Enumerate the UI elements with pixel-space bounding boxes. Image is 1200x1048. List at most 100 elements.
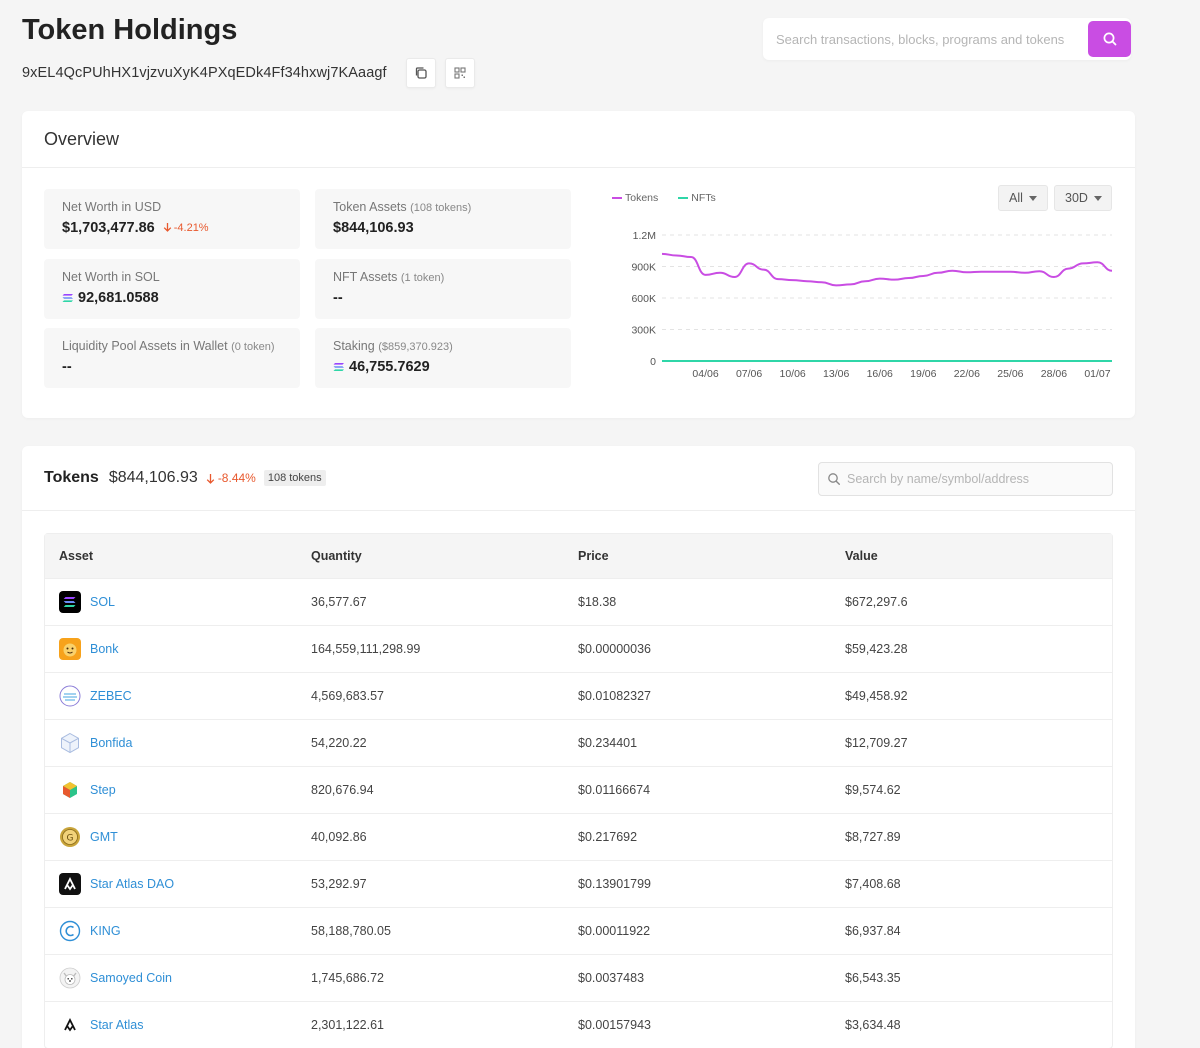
x-tick-label: 10/06 xyxy=(780,368,806,380)
y-tick-label: 300K xyxy=(631,325,656,337)
tokens-table: Asset Quantity Price Value SOL 36,577.67… xyxy=(44,533,1113,1048)
table-row: Star Atlas DAO 53,292.97 $0.13901799 $7,… xyxy=(45,860,1112,907)
price-cell: $0.01166674 xyxy=(578,783,651,797)
caret-down-icon xyxy=(1093,195,1102,201)
asset-cell: Bonk xyxy=(45,638,311,660)
asset-cell: Step xyxy=(45,779,311,801)
asset-cell: Star Atlas xyxy=(45,1014,311,1036)
value-cell: $6,937.84 xyxy=(845,924,901,938)
asset-cell: G GMT xyxy=(45,826,311,848)
x-tick-label: 19/06 xyxy=(910,368,936,380)
liquidity-label: Liquidity Pool Assets in Wallet xyxy=(62,339,228,353)
star-atlas-dao-icon xyxy=(59,873,81,895)
price-cell: $0.00011922 xyxy=(578,924,651,938)
table-row: Bonfida 54,220.22 $0.234401 $12,709.27 xyxy=(45,719,1112,766)
price-cell: $0.217692 xyxy=(578,830,638,844)
price-cell: $0.234401 xyxy=(578,736,638,750)
samoyed-icon xyxy=(59,967,81,989)
chart-range-value: 30D xyxy=(1065,191,1088,205)
chart-type-value: All xyxy=(1009,191,1023,205)
legend-swatch-nfts xyxy=(678,197,689,199)
net-worth-change-text: -4.21% xyxy=(173,222,209,234)
y-tick-label: 0 xyxy=(650,356,656,368)
table-row: Step 820,676.94 $0.01166674 $9,574.62 xyxy=(45,766,1112,813)
solana-icon xyxy=(62,294,73,302)
asset-link[interactable]: Step xyxy=(90,783,116,797)
asset-link[interactable]: Star Atlas DAO xyxy=(90,877,175,891)
net-worth-usd-value: $1,703,477.86 xyxy=(62,220,155,236)
tokens-title: Tokens xyxy=(44,469,99,486)
stat-net-worth-sol: Net Worth in SOL 92,681.0588 xyxy=(44,259,300,319)
price-cell: $0.00157943 xyxy=(578,1018,651,1032)
search-button[interactable] xyxy=(1088,21,1131,57)
asset-link[interactable]: Bonk xyxy=(90,642,119,656)
staking-sub: ($859,370.923) xyxy=(378,341,453,353)
token-assets-value: $844,106.93 xyxy=(333,220,414,236)
token-search-input[interactable] xyxy=(841,463,1112,495)
legend-tokens[interactable]: Tokens xyxy=(625,192,659,204)
quantity-cell: 58,188,780.05 xyxy=(311,924,391,938)
asset-link[interactable]: ZEBEC xyxy=(90,689,132,703)
stat-label: Token Assets (108 tokens) xyxy=(333,200,553,214)
page-title: Token Holdings xyxy=(22,14,238,46)
column-price: Price xyxy=(578,549,609,563)
asset-link[interactable]: KING xyxy=(90,924,121,938)
stat-label: Net Worth in USD xyxy=(62,200,162,214)
net-worth-sol-value: 92,681.0588 xyxy=(78,290,159,306)
stat-label: NFT Assets (1 token) xyxy=(333,270,553,284)
asset-cell: Bonfida xyxy=(45,732,311,754)
arrow-down-icon xyxy=(163,223,171,232)
chart-range-dropdown[interactable]: 30D xyxy=(1054,185,1112,211)
search-icon xyxy=(828,473,841,486)
asset-link[interactable]: GMT xyxy=(90,830,118,844)
overview-header: Overview xyxy=(22,111,1135,168)
asset-cell: Star Atlas DAO xyxy=(45,873,311,895)
nft-assets-sub: (1 token) xyxy=(400,272,445,284)
tokens-change: -8.44% xyxy=(206,471,256,485)
copy-icon xyxy=(415,67,427,79)
tokens-total: $844,106.93 xyxy=(108,469,198,486)
quantity-cell: 36,577.67 xyxy=(311,595,367,609)
solana-icon xyxy=(59,591,81,613)
column-asset: Asset xyxy=(59,549,94,563)
nft-assets-label: NFT Assets xyxy=(333,270,398,284)
address-row: 9xEL4QcPUhHX1vjzvuXyK4PXqEDk4Ff34hxwj7KA… xyxy=(22,58,475,88)
asset-cell: KING xyxy=(45,920,311,942)
quantity-cell: 53,292.97 xyxy=(311,877,367,891)
stat-liquidity: Liquidity Pool Assets in Wallet (0 token… xyxy=(44,328,300,388)
solana-icon xyxy=(333,363,344,371)
asset-link[interactable]: Samoyed Coin xyxy=(90,971,172,985)
x-tick-label: 04/06 xyxy=(692,368,718,380)
tokens-count-badge: 108 tokens xyxy=(263,470,326,486)
quantity-cell: 4,569,683.57 xyxy=(311,689,384,703)
chart-legend: Tokens NFTs xyxy=(612,192,716,204)
liquidity-value: -- xyxy=(62,359,72,375)
y-tick-label: 1.2M xyxy=(633,230,656,242)
table-row: SOL 36,577.67 $18.38 $672,297.6 xyxy=(45,578,1112,625)
asset-cell: SOL xyxy=(45,591,311,613)
quantity-cell: 820,676.94 xyxy=(311,783,374,797)
x-tick-label: 01/07 xyxy=(1084,368,1110,380)
value-cell: $672,297.6 xyxy=(845,595,908,609)
legend-nfts[interactable]: NFTs xyxy=(691,192,716,204)
stat-token-assets: Token Assets (108 tokens) $844,106.93 xyxy=(315,189,571,249)
global-search-input[interactable] xyxy=(763,18,1088,60)
quantity-cell: 40,092.86 xyxy=(311,830,367,844)
value-cell: $3,634.48 xyxy=(845,1018,901,1032)
value-cell: $6,543.35 xyxy=(845,971,901,985)
copy-address-button[interactable] xyxy=(405,58,436,88)
stat-staking: Staking ($859,370.923) 46,755.7629 xyxy=(315,328,571,388)
value-cell: $8,727.89 xyxy=(845,830,901,844)
quantity-cell: 54,220.22 xyxy=(311,736,367,750)
x-tick-label: 22/06 xyxy=(954,368,980,380)
overview-card: Overview Net Worth in USD $1,703,477.86 … xyxy=(22,111,1135,418)
chart-type-dropdown[interactable]: All xyxy=(998,185,1048,211)
stat-value-row: 92,681.0588 xyxy=(62,290,282,306)
token-assets-label: Token Assets xyxy=(333,200,407,214)
asset-link[interactable]: Star Atlas xyxy=(90,1018,144,1032)
qr-code-button[interactable] xyxy=(444,58,475,88)
staking-label: Staking xyxy=(333,339,375,353)
asset-link[interactable]: SOL xyxy=(90,595,116,609)
asset-link[interactable]: Bonfida xyxy=(90,736,133,750)
stat-label: Net Worth in SOL xyxy=(62,270,160,284)
